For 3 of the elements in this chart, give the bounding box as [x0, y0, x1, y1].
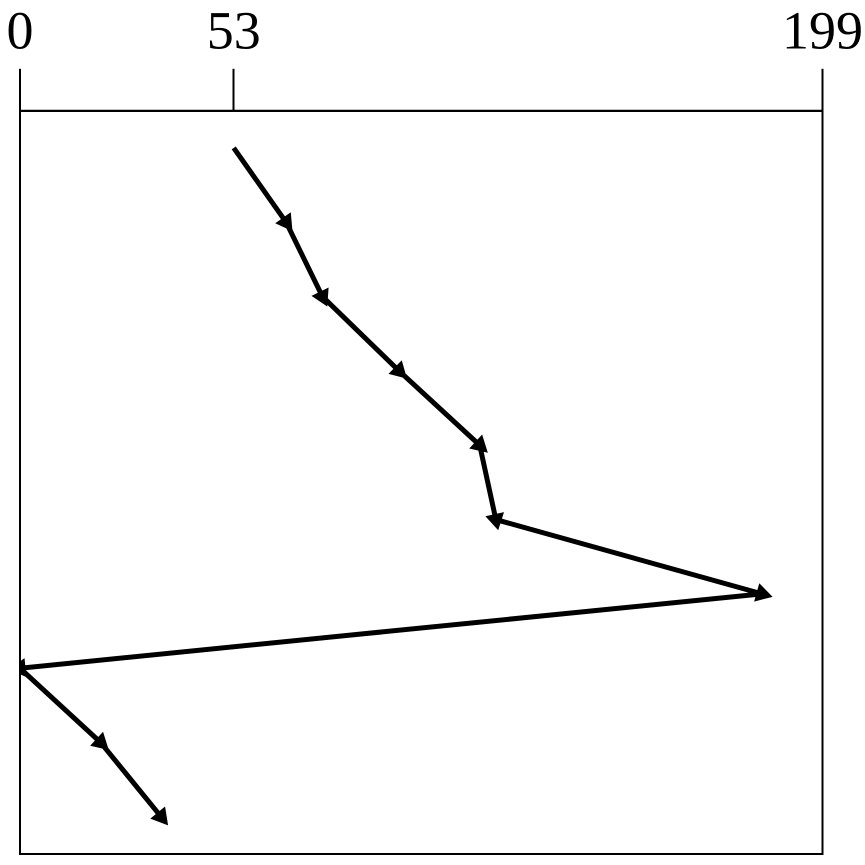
x-tick-label: 53	[206, 0, 261, 61]
x-tick-label: 0	[6, 0, 34, 61]
x-tick-label: 199	[782, 0, 863, 61]
